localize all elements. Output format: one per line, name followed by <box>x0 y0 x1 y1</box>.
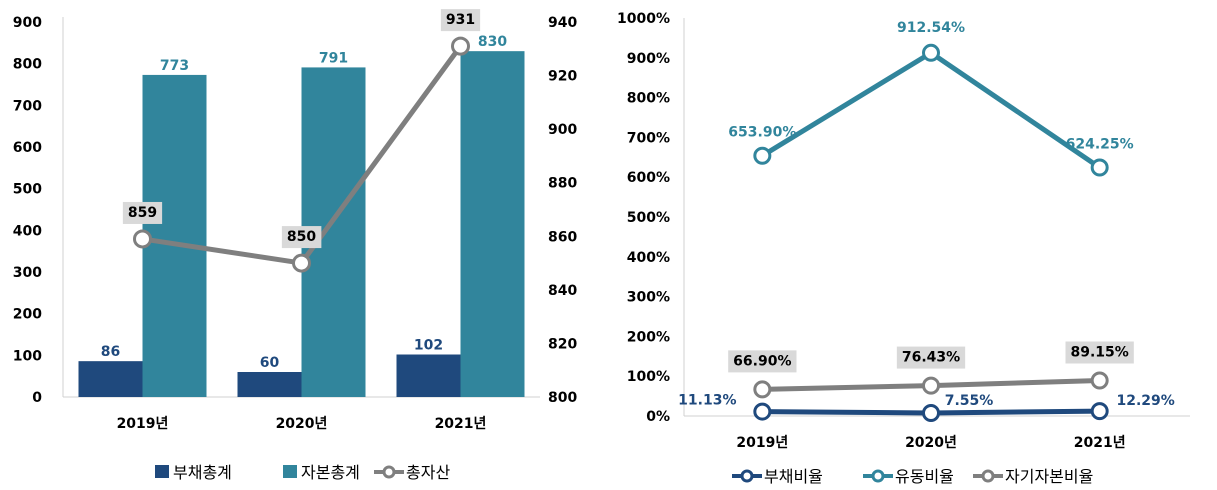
y-tick-label: 1000% <box>617 11 670 27</box>
line-equity-ratio-point <box>922 376 940 395</box>
data-label-current-ratio: 912.54% <box>897 20 965 36</box>
line-debt-ratio-point <box>1090 402 1109 421</box>
y2-tick-label: 900 <box>548 122 577 138</box>
y-tick-label: 500 <box>13 182 42 198</box>
left-chart-financial-totals: 0 100 200 300 400 500 600 700 800 900 800 820 840 860… <box>13 9 577 482</box>
legend-swatch-debt <box>155 465 169 478</box>
legend-marker-total <box>382 465 396 479</box>
line-point-total-assets <box>451 36 470 56</box>
line-debt-ratio-point <box>753 402 772 421</box>
line-data-label: 859 <box>128 205 157 221</box>
bar-debt <box>396 354 461 397</box>
data-label-equity-ratio-box <box>1065 341 1134 364</box>
bar-data-label: 60 <box>260 355 280 371</box>
legend-label: 자본총계 <box>301 463 360 482</box>
bar-data-label: 791 <box>319 50 348 66</box>
y-tick-label: 700% <box>627 130 670 146</box>
x-category-label: 2021년 <box>1074 435 1126 451</box>
y2-tick-label: 840 <box>548 283 577 299</box>
y-tick-label: 700 <box>13 98 42 114</box>
y-tick-label: 400 <box>13 223 42 239</box>
y-tick-label: 800% <box>627 91 670 107</box>
y2-tick-label: 860 <box>548 229 577 245</box>
legend-label: 부채비율 <box>764 467 823 486</box>
y2-tick-label: 940 <box>548 15 577 31</box>
right-chart-financial-ratios: 0% 100% 200% 300% 400% 500% 600% 700% 800% 900% 10… <box>617 11 1190 486</box>
y2-tick-label: 800 <box>548 390 577 406</box>
line-point-total-assets <box>292 253 311 273</box>
x-category-label: 2019년 <box>117 416 169 432</box>
legend-label: 부채총계 <box>173 463 232 482</box>
data-label-current-ratio: 624.25% <box>1066 137 1134 153</box>
y-tick-label: 300% <box>627 290 670 306</box>
bar-debt <box>237 372 302 397</box>
line-data-label: 850 <box>287 229 316 245</box>
line-equity-ratio-point <box>753 380 772 399</box>
x-category-label: 2020년 <box>276 416 328 432</box>
y-tick-label: 300 <box>13 265 42 281</box>
data-label-equity-ratio: 66.90% <box>733 353 791 369</box>
y-tick-label: 600 <box>13 140 42 156</box>
data-label-debt-ratio: 11.13% <box>678 393 736 409</box>
line-data-label-box <box>281 226 322 249</box>
bar-debt <box>78 361 143 397</box>
line-point-total-assets <box>133 229 152 249</box>
data-label-current-ratio: 653.90% <box>728 125 796 141</box>
y-tick-label: 900% <box>627 51 670 67</box>
line-data-label-box <box>440 9 481 32</box>
bar-data-label: 830 <box>478 34 507 50</box>
line-debt-ratio-point <box>922 403 940 422</box>
data-label-debt-ratio: 12.29% <box>1117 393 1175 409</box>
legend-marker <box>981 469 995 483</box>
legend-label: 유동비율 <box>895 467 954 486</box>
bar-equity <box>142 74 207 398</box>
legend-marker <box>740 469 754 483</box>
bar-equity <box>460 51 525 398</box>
legend-marker <box>871 469 885 483</box>
y-tick-label: 100 <box>13 348 42 364</box>
data-label-equity-ratio: 76.43% <box>902 350 960 366</box>
data-label-equity-ratio-box <box>728 350 797 373</box>
data-label-debt-ratio: 7.55% <box>945 393 994 409</box>
y-tick-label: 800 <box>13 57 42 73</box>
line-data-label-box <box>122 201 163 224</box>
data-label-equity-ratio-box <box>896 346 966 369</box>
y2-tick-label: 880 <box>548 176 577 192</box>
y-tick-label: 500% <box>627 210 670 226</box>
line-data-label: 931 <box>446 12 475 28</box>
line-current-ratio-point <box>1090 158 1109 177</box>
y2-tick-label: 920 <box>548 69 577 85</box>
y2-tick-label: 820 <box>548 336 577 352</box>
x-category-label: 2019년 <box>736 435 788 451</box>
y-tick-label: 900 <box>13 15 42 31</box>
line-equity-ratio-point <box>1090 371 1109 390</box>
y-tick-label: 200 <box>13 307 42 323</box>
legend-swatch-equity <box>283 465 297 478</box>
y-tick-label: 600% <box>627 170 670 186</box>
line-current-ratio-point <box>922 43 940 62</box>
x-category-label: 2021년 <box>435 416 487 432</box>
y-tick-label: 0 <box>32 390 42 406</box>
x-category-label: 2020년 <box>905 435 957 451</box>
legend-label: 자기자본비율 <box>1005 467 1093 486</box>
bar-data-label: 86 <box>101 344 120 360</box>
y-tick-label: 0% <box>646 409 670 425</box>
line-current-ratio <box>761 49 1102 170</box>
data-label-equity-ratio: 89.15% <box>1071 345 1129 361</box>
y-tick-label: 200% <box>627 329 670 345</box>
y-tick-label: 400% <box>627 250 670 266</box>
bar-data-label: 102 <box>414 338 443 354</box>
line-current-ratio-point <box>753 146 772 165</box>
legend-label: 총자산 <box>406 463 450 482</box>
bar-data-label: 773 <box>160 58 189 74</box>
y-tick-label: 100% <box>627 369 670 385</box>
